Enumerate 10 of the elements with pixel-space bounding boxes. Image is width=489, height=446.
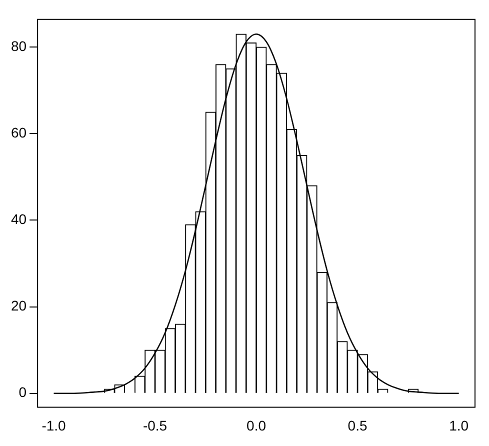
y-tick-label: 20 (10, 298, 27, 314)
y-tick-label: 60 (10, 124, 27, 141)
y-tick-label: 80 (10, 38, 27, 54)
x-tick-label: -0.5 (142, 417, 168, 434)
x-tick-label: 0.5 (348, 417, 368, 434)
x-tick-label: 1.0 (449, 417, 469, 434)
y-tick-label: 0 (18, 384, 27, 400)
y-tick-label: 40 (10, 211, 27, 228)
x-tick-label: -1.0 (42, 417, 66, 434)
x-tick-label: 0.0 (246, 417, 266, 434)
